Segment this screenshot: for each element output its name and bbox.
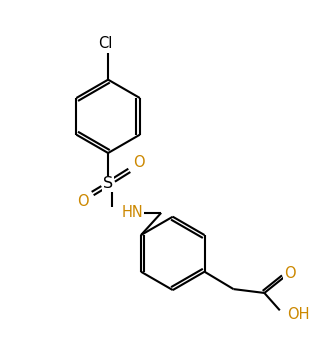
Text: OH: OH <box>288 307 310 322</box>
Text: Cl: Cl <box>98 37 112 51</box>
Text: O: O <box>133 155 145 170</box>
Text: O: O <box>284 266 295 281</box>
Text: O: O <box>77 194 89 209</box>
Text: S: S <box>103 176 113 191</box>
Text: HN: HN <box>122 205 143 220</box>
